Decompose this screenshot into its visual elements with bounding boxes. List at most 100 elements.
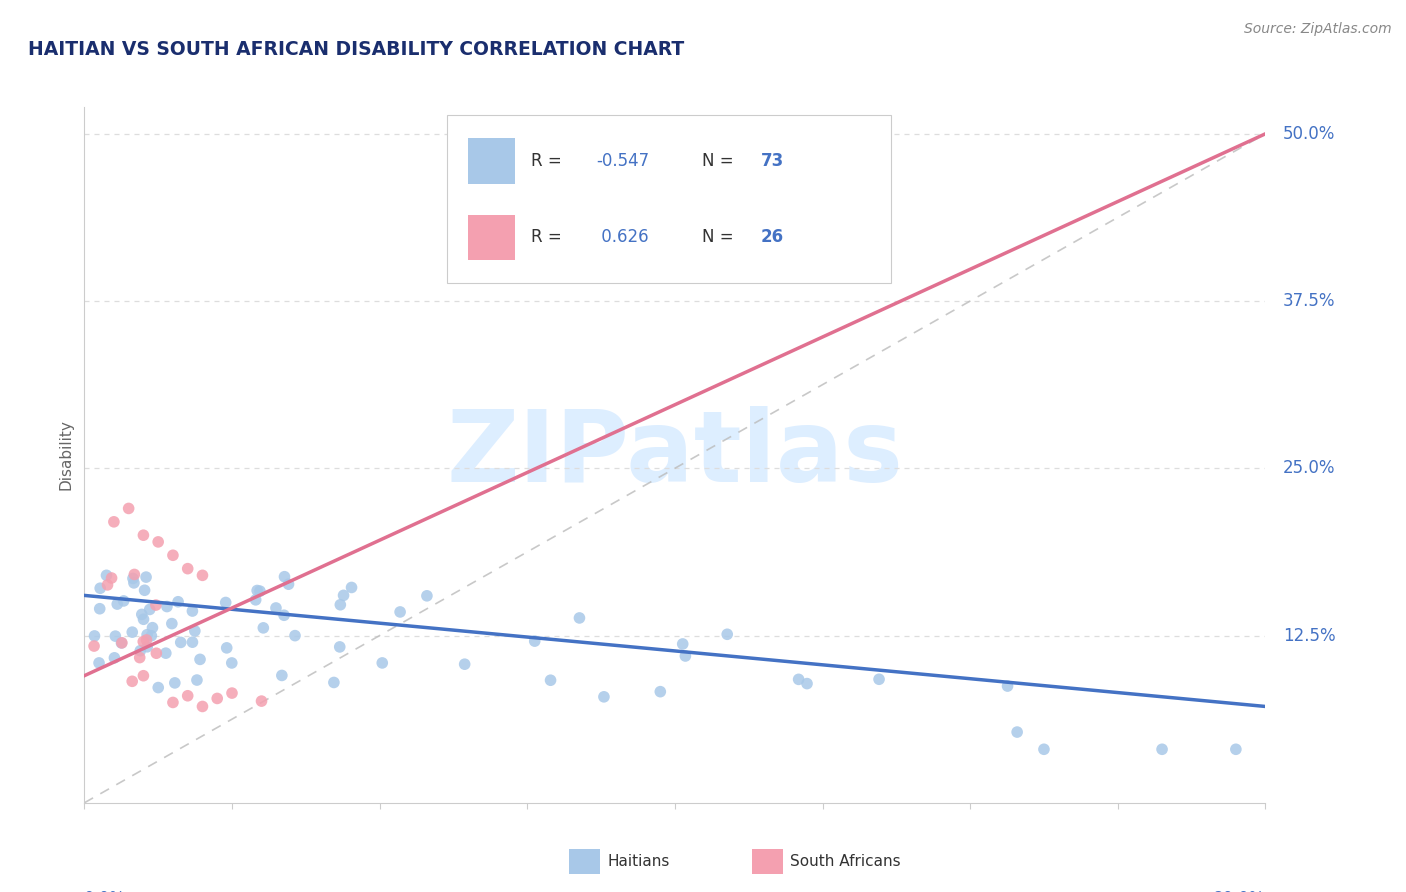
Point xyxy=(103,515,125,529)
FancyBboxPatch shape xyxy=(468,215,516,260)
Point xyxy=(221,656,243,670)
Point xyxy=(87,656,110,670)
Point xyxy=(215,640,238,655)
Point xyxy=(177,689,200,703)
Point xyxy=(132,669,155,683)
Point xyxy=(868,673,890,687)
Point xyxy=(332,588,354,602)
Point xyxy=(128,650,150,665)
Point xyxy=(672,637,695,651)
Point xyxy=(416,589,439,603)
Point xyxy=(145,598,167,612)
Point xyxy=(96,568,118,582)
Point xyxy=(132,634,155,648)
Point xyxy=(89,581,111,595)
Point xyxy=(249,584,271,599)
Point xyxy=(135,570,157,584)
FancyBboxPatch shape xyxy=(447,115,891,283)
Point xyxy=(568,611,591,625)
Point xyxy=(593,690,616,704)
Point xyxy=(122,575,145,590)
Text: ZIPatlas: ZIPatlas xyxy=(447,407,903,503)
Text: 80.0%: 80.0% xyxy=(1213,889,1265,892)
Text: 12.5%: 12.5% xyxy=(1284,626,1336,645)
Point xyxy=(160,616,183,631)
Text: 26: 26 xyxy=(761,228,785,246)
Point xyxy=(122,571,145,585)
Point xyxy=(118,501,141,516)
Point xyxy=(191,699,214,714)
Text: 0.0%: 0.0% xyxy=(84,889,127,892)
Point xyxy=(796,676,818,690)
Text: 37.5%: 37.5% xyxy=(1284,292,1336,310)
Point xyxy=(186,673,208,687)
Point xyxy=(453,657,475,672)
Point xyxy=(121,674,143,689)
Point xyxy=(134,583,156,598)
Point xyxy=(89,601,111,615)
Text: 50.0%: 50.0% xyxy=(1284,125,1336,143)
Point xyxy=(273,570,295,584)
Point xyxy=(997,679,1019,693)
Point xyxy=(162,548,184,563)
Point xyxy=(371,656,394,670)
Point xyxy=(162,696,184,710)
Point xyxy=(135,632,157,647)
Text: South Africans: South Africans xyxy=(790,855,901,869)
Point xyxy=(284,629,307,643)
Point xyxy=(250,694,273,708)
Point xyxy=(191,568,214,582)
Point xyxy=(110,636,132,650)
Text: HAITIAN VS SOUTH AFRICAN DISABILITY CORRELATION CHART: HAITIAN VS SOUTH AFRICAN DISABILITY CORR… xyxy=(28,40,685,59)
Point xyxy=(245,592,267,607)
Point xyxy=(103,650,125,665)
Point xyxy=(523,634,546,648)
Point xyxy=(273,608,295,623)
Point xyxy=(1150,742,1173,756)
Point xyxy=(252,621,274,635)
Point xyxy=(673,648,696,663)
Point xyxy=(1005,725,1028,739)
Text: 0.626: 0.626 xyxy=(596,228,648,246)
Text: Haitians: Haitians xyxy=(607,855,669,869)
Point xyxy=(167,595,190,609)
Text: R =: R = xyxy=(531,152,567,169)
Point xyxy=(329,640,352,654)
Point xyxy=(132,528,155,542)
Point xyxy=(650,684,672,698)
Point xyxy=(138,602,160,616)
Point xyxy=(270,668,292,682)
Point xyxy=(83,629,105,643)
Text: Source: ZipAtlas.com: Source: ZipAtlas.com xyxy=(1244,22,1392,37)
Point xyxy=(83,639,105,653)
Point xyxy=(163,676,186,690)
Point xyxy=(155,646,177,660)
Point xyxy=(322,675,344,690)
Text: 73: 73 xyxy=(761,152,785,169)
Y-axis label: Disability: Disability xyxy=(59,419,75,491)
Point xyxy=(131,607,153,622)
Point xyxy=(205,691,228,706)
Point xyxy=(136,640,159,654)
Point xyxy=(540,673,562,688)
Point xyxy=(277,577,299,591)
Point xyxy=(124,567,146,582)
Point xyxy=(329,598,352,612)
Point xyxy=(111,636,134,650)
Point xyxy=(105,597,128,611)
Point xyxy=(112,594,135,608)
Point xyxy=(141,621,163,635)
Point xyxy=(1032,742,1054,756)
Point xyxy=(246,583,269,598)
Point xyxy=(104,629,127,643)
Text: N =: N = xyxy=(702,228,740,246)
Point xyxy=(787,673,810,687)
Point xyxy=(148,535,170,549)
Point xyxy=(96,578,118,592)
Point xyxy=(215,595,238,609)
Text: N =: N = xyxy=(702,152,740,169)
Point xyxy=(129,644,152,658)
Point xyxy=(389,605,412,619)
Point xyxy=(132,612,155,626)
Point xyxy=(184,624,207,638)
